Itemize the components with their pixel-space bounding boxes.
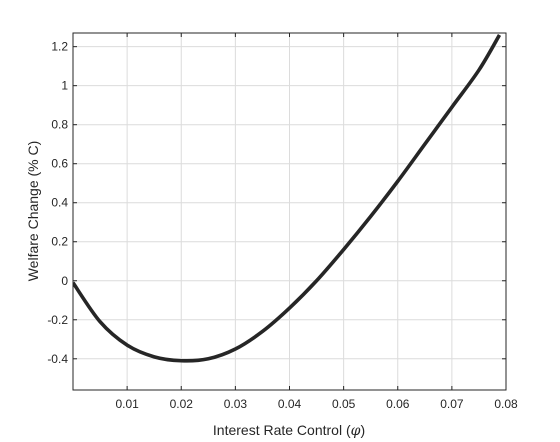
x-axis-label: Interest Rate Control (φ) xyxy=(213,422,365,439)
y-tick-label: 0.2 xyxy=(51,235,68,249)
y-tick-label: 0.6 xyxy=(51,157,68,171)
x-tick-label: 0.06 xyxy=(386,397,410,411)
y-axis-label: Welfare Change (% C) xyxy=(25,141,41,282)
x-tick-label: 0.04 xyxy=(278,397,302,411)
series-layer xyxy=(73,34,502,363)
y-tick-label: -0.4 xyxy=(47,352,68,366)
x-tick-label: 0.01 xyxy=(115,397,139,411)
x-tick-label: 0.02 xyxy=(170,397,194,411)
y-tick-label: 1 xyxy=(61,79,68,93)
y-tick-label: 0 xyxy=(61,274,68,288)
axes xyxy=(72,32,507,391)
y-tick-label: -0.2 xyxy=(47,313,68,327)
y-tick-label: 0.8 xyxy=(51,118,68,132)
x-tick-labels: 0.01 0.02 0.03 0.04 0.05 0.06 0.07 0.08 xyxy=(115,397,518,411)
y-tick-labels: -0.4 -0.2 0 0.2 0.4 0.6 0.8 1 1.2 xyxy=(47,40,68,366)
y-tick-label: 1.2 xyxy=(51,40,68,54)
y-tick-label: 0.4 xyxy=(51,196,68,210)
x-tick-label: 0.07 xyxy=(440,397,464,411)
series-line xyxy=(73,34,502,363)
grid xyxy=(73,33,506,390)
x-axis-label-symbol: φ xyxy=(351,423,361,439)
x-tick-label: 0.05 xyxy=(332,397,356,411)
x-tick-label: 0.08 xyxy=(494,397,518,411)
x-tick-label: 0.03 xyxy=(224,397,248,411)
